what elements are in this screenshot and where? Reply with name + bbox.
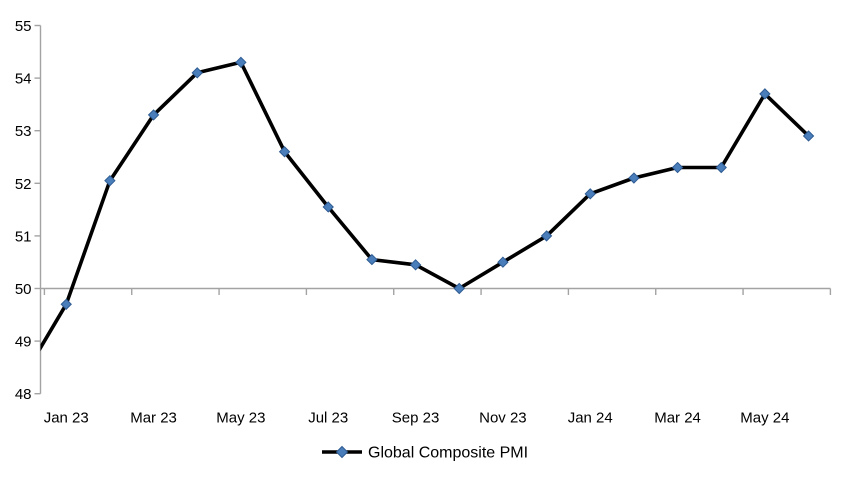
x-tick-label: Sep 23 bbox=[392, 410, 440, 427]
data-point-marker bbox=[147, 109, 160, 121]
data-point-marker bbox=[278, 146, 291, 158]
x-tick-label: Jan 24 bbox=[568, 410, 613, 427]
x-tick-label: Mar 23 bbox=[130, 410, 177, 427]
data-point-marker bbox=[628, 172, 640, 184]
data-point-marker bbox=[715, 161, 727, 174]
data-point-marker bbox=[540, 230, 553, 242]
axes bbox=[34, 24, 832, 395]
data-point-marker bbox=[759, 88, 771, 100]
data-point-marker bbox=[60, 298, 72, 310]
y-tick-label: 49 bbox=[15, 334, 32, 351]
y-tick-label: 52 bbox=[15, 176, 32, 193]
data-point-marker bbox=[191, 67, 203, 79]
series-global-composite-pmi bbox=[40, 56, 815, 352]
x-tick-label: May 24 bbox=[740, 410, 789, 427]
data-point-marker bbox=[497, 256, 509, 268]
legend-label: Global Composite PMI bbox=[368, 445, 528, 462]
x-tick-label: Mar 24 bbox=[654, 410, 701, 427]
data-point-marker bbox=[235, 56, 247, 69]
y-tick-label: 53 bbox=[15, 123, 32, 140]
y-tick-label: 54 bbox=[15, 71, 32, 88]
data-point-marker bbox=[671, 161, 684, 174]
y-tick-label: 51 bbox=[15, 228, 32, 245]
data-point-marker bbox=[322, 201, 334, 213]
y-tick-label: 50 bbox=[15, 281, 32, 298]
y-axis-labels: 48 49 50 51 52 53 54 55 bbox=[15, 18, 32, 403]
y-tick-label: 48 bbox=[15, 386, 32, 403]
data-point-marker bbox=[453, 282, 465, 295]
data-point-marker bbox=[409, 259, 422, 271]
x-axis-labels: Jan 23 Mar 23 May 23 Jul 23 Sep 23 Nov 23 Jan … bbox=[44, 410, 790, 427]
series-line bbox=[40, 60, 810, 352]
data-point-marker bbox=[584, 188, 596, 200]
data-point-marker bbox=[802, 130, 815, 142]
data-point-marker bbox=[366, 253, 378, 266]
x-tick-label: Nov 23 bbox=[479, 410, 527, 427]
x-tick-label: Jul 23 bbox=[308, 410, 348, 427]
legend: Global Composite PMI bbox=[322, 445, 528, 462]
x-tick-label: May 23 bbox=[216, 410, 265, 427]
legend-diamond-marker-icon bbox=[335, 445, 349, 459]
x-tick-label: Jan 23 bbox=[44, 410, 89, 427]
y-tick-label: 55 bbox=[15, 18, 32, 35]
data-point-marker bbox=[104, 174, 116, 187]
